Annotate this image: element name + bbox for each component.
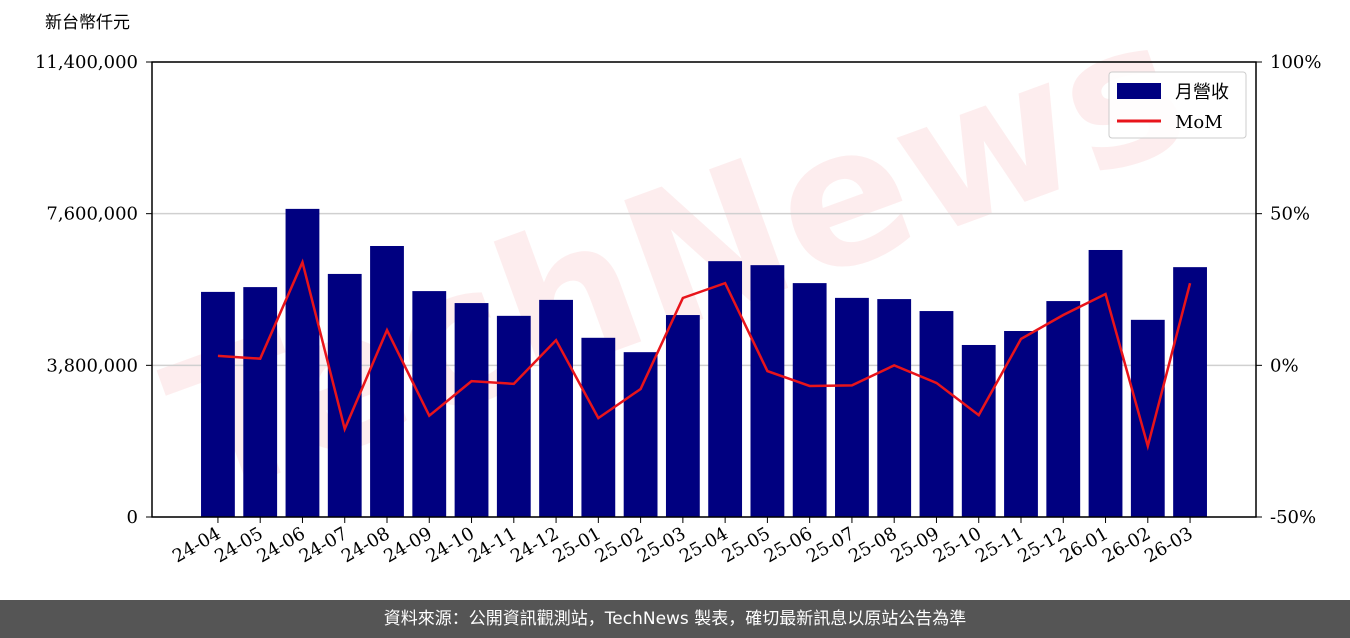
bar bbox=[665, 315, 700, 517]
y2-tick-label: 100% bbox=[1270, 52, 1321, 73]
bar bbox=[370, 245, 404, 518]
bar bbox=[623, 352, 658, 517]
bar bbox=[708, 261, 743, 517]
y-tick-label: 7,600,000 bbox=[46, 204, 138, 225]
bar bbox=[1173, 267, 1207, 517]
y-tick-label: 0 bbox=[127, 507, 138, 528]
x-tick-label: 26-03 bbox=[1141, 523, 1196, 567]
bar bbox=[539, 299, 573, 517]
bar bbox=[454, 303, 489, 517]
bar bbox=[919, 311, 954, 517]
bar bbox=[877, 299, 912, 517]
bar bbox=[835, 297, 869, 517]
legend: 月營收 MoM bbox=[1108, 71, 1247, 139]
bar bbox=[1004, 331, 1038, 517]
bar bbox=[961, 344, 996, 517]
bar bbox=[285, 208, 320, 517]
bar bbox=[327, 273, 362, 517]
y-axis-label: 新台幣仟元 bbox=[45, 13, 130, 33]
chart: 新台幣仟元 TechNews 03,800,0007,600,00011,400… bbox=[35, 0, 1322, 567]
mom-line bbox=[217, 258, 1192, 451]
y2-tick-label: 0% bbox=[1270, 355, 1299, 376]
bar bbox=[201, 291, 235, 517]
bar bbox=[412, 291, 447, 517]
legend-swatch bbox=[1117, 83, 1161, 99]
bar bbox=[792, 283, 827, 517]
bar bbox=[750, 265, 785, 517]
legend-label: 月營收 bbox=[1175, 82, 1229, 103]
y2-tick-label: -50% bbox=[1270, 507, 1316, 528]
bar bbox=[1046, 301, 1081, 517]
y-tick-label: 3,800,000 bbox=[46, 355, 138, 376]
bar bbox=[581, 337, 616, 517]
y2-tick-label: 50% bbox=[1270, 204, 1310, 225]
bar bbox=[1088, 249, 1123, 517]
plot-frame bbox=[151, 61, 1257, 518]
footer: 資料來源：公開資訊觀測站，TechNews 製表，確切最新訊息以原站公告為準 bbox=[0, 600, 1350, 638]
legend-label: MoM bbox=[1175, 112, 1223, 133]
bar bbox=[496, 315, 531, 517]
y-tick-label: 11,400,000 bbox=[35, 52, 138, 73]
bar bbox=[243, 287, 278, 517]
bar bbox=[1130, 319, 1165, 517]
